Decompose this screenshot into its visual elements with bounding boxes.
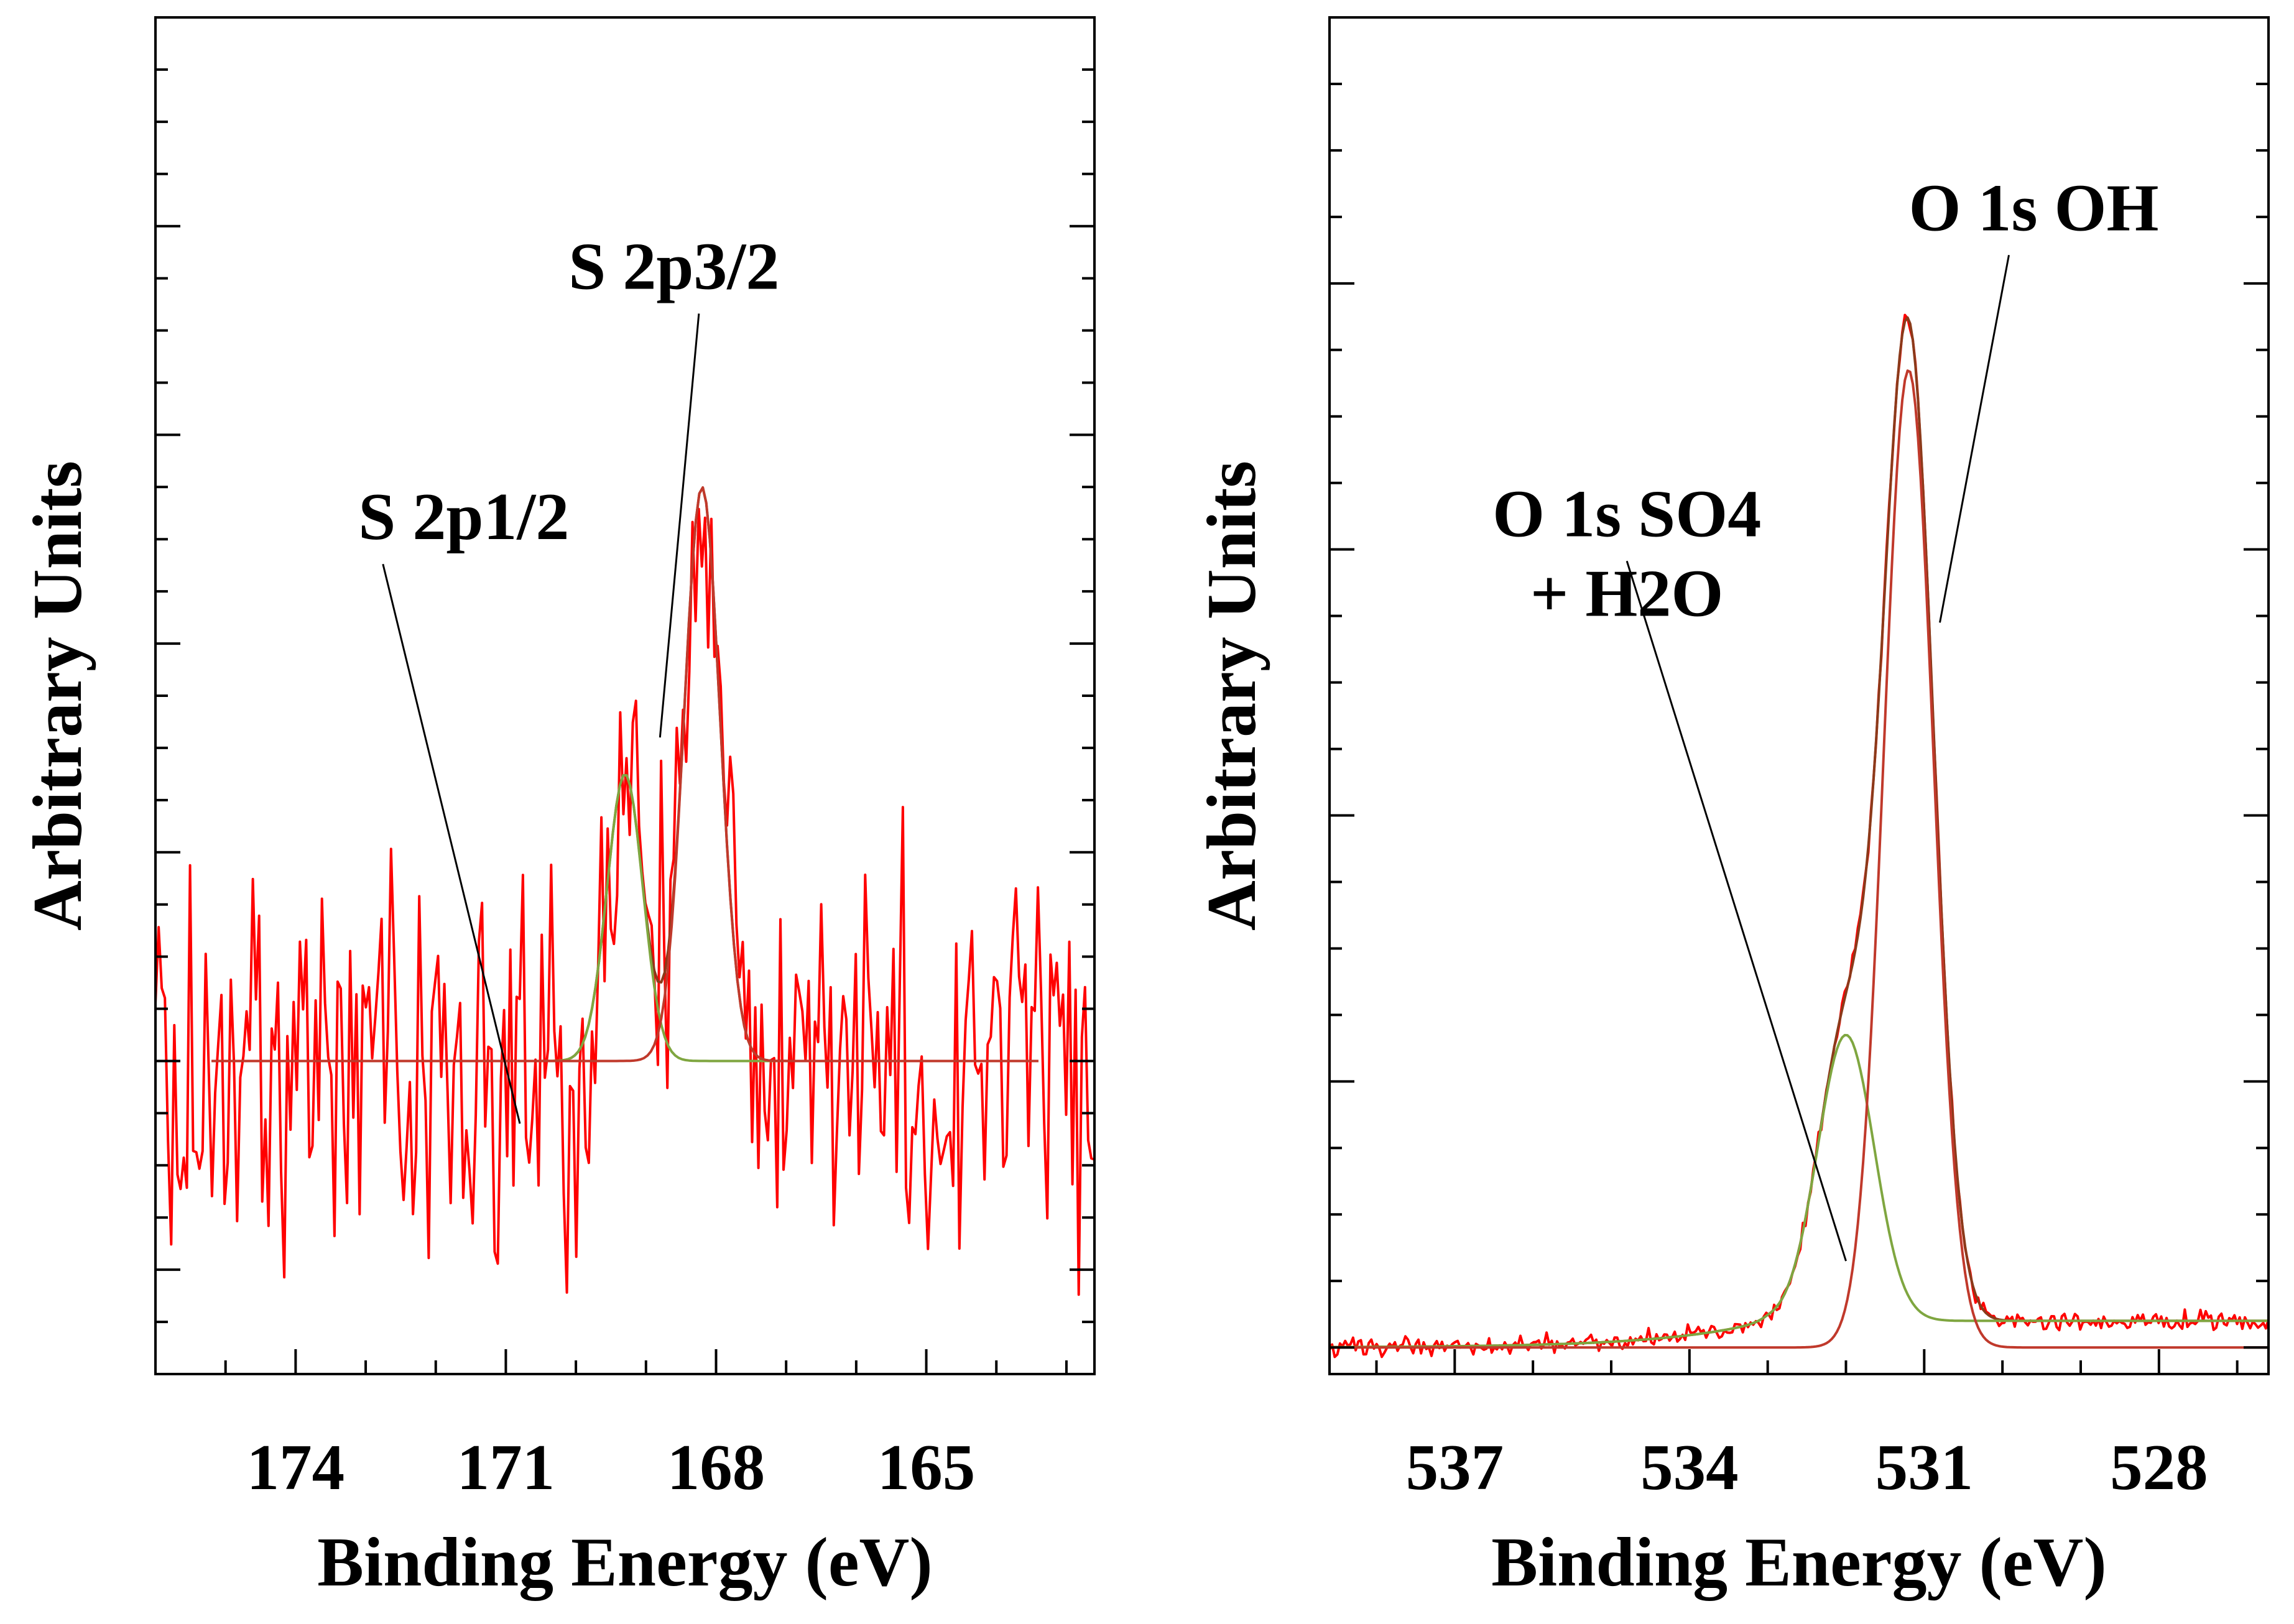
- annotation-label: O 1s SO4: [1492, 477, 1761, 551]
- x-axis-title: Binding Energy (eV): [317, 1524, 932, 1601]
- annotation-label: S 2p3/2: [568, 229, 779, 303]
- x-tick-label: 168: [667, 1431, 765, 1503]
- annotation-label: O 1s OH: [1908, 171, 2158, 245]
- annotation-layer: O 1s OH O 1s SO4+ H2O: [1492, 171, 2159, 1262]
- chart-panel-o1s: O 1s OH O 1s SO4+ H2O 537 534 531 528 Arbitr…: [1193, 16, 2270, 1601]
- chart-panel-s2p: S 2p3/2 S 2p1/2 174 171 168 165 Arbitrary Un…: [19, 16, 1096, 1601]
- x-tick-label: 528: [2110, 1431, 2208, 1503]
- y-axis-title: Arbitrary Units: [1193, 461, 1270, 931]
- series-layer: [155, 486, 1094, 1296]
- tick-layer: 537 534 531 528: [1330, 82, 2269, 1503]
- fit-component-line: [1330, 369, 2269, 1349]
- annotation-label: S 2p1/2: [358, 480, 569, 554]
- y-axis-title: Arbitrary Units: [19, 461, 96, 931]
- fit-component-line: [1330, 1033, 2269, 1349]
- raw-data-line: [155, 507, 1094, 1296]
- x-tick-label: 165: [877, 1431, 976, 1503]
- x-tick-label: 531: [1875, 1431, 1974, 1503]
- fit-component-line: [211, 486, 1038, 1063]
- tick-layer: 174 171 168 165: [154, 68, 1094, 1503]
- x-tick-label: 171: [457, 1431, 555, 1503]
- annotation-layer: S 2p3/2 S 2p1/2: [358, 229, 779, 1124]
- series-layer: [1330, 313, 2269, 1359]
- x-tick-label: 534: [1640, 1431, 1739, 1503]
- x-tick-label: 174: [247, 1431, 345, 1503]
- annotation-leader-line: [1939, 254, 2010, 623]
- annotation-leader-line: [382, 563, 521, 1124]
- annotation-label: + H2O: [1530, 557, 1724, 631]
- x-tick-label: 537: [1406, 1431, 1504, 1503]
- annotation-leader-line: [1626, 560, 1847, 1262]
- x-axis-title: Binding Energy (eV): [1491, 1524, 2106, 1601]
- plot-frame: [1328, 16, 2270, 1375]
- annotation-leader-line: [659, 313, 700, 738]
